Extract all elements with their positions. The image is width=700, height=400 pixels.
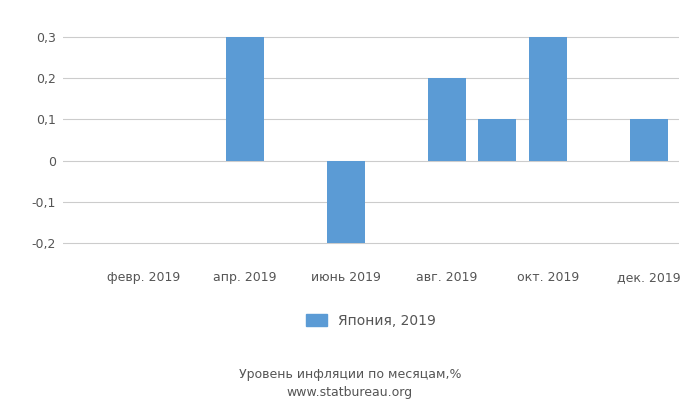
Text: Уровень инфляции по месяцам,%: Уровень инфляции по месяцам,% — [239, 368, 461, 381]
Text: www.statbureau.org: www.statbureau.org — [287, 386, 413, 399]
Bar — [327, 161, 365, 243]
Bar — [428, 78, 466, 161]
Bar — [226, 37, 264, 161]
Legend: Япония, 2019: Япония, 2019 — [300, 308, 442, 333]
Bar — [528, 37, 567, 161]
Bar — [478, 119, 516, 161]
Bar — [630, 119, 668, 161]
